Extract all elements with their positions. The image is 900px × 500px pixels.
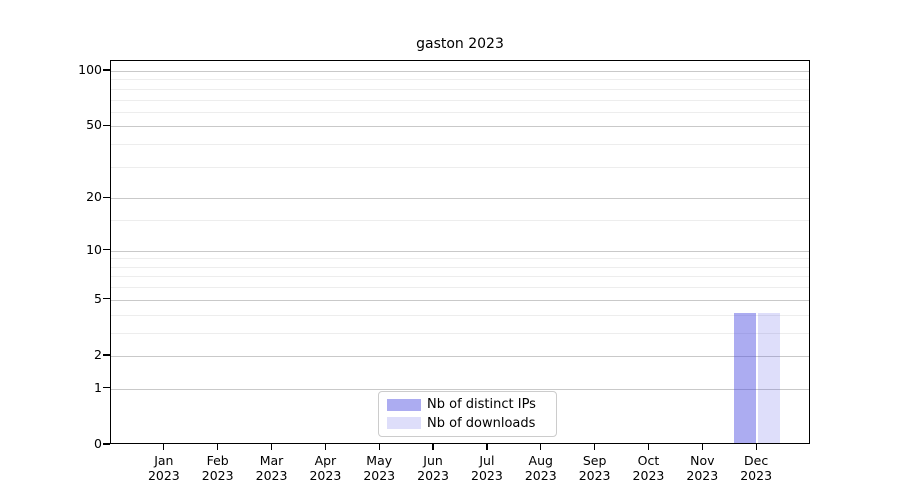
y-tick-label: 5 (94, 290, 102, 306)
x-tick-mark (217, 444, 219, 450)
gridline-minor (111, 144, 809, 146)
gridline-major (111, 355, 809, 357)
y-tick-mark (103, 69, 110, 71)
y-tick-label: 20 (86, 189, 102, 205)
x-tick-mark (163, 444, 165, 450)
x-tick-label: Jan 2023 (147, 453, 180, 483)
y-tick-mark (103, 124, 110, 127)
legend-label: Nb of downloads (427, 415, 536, 431)
x-tick-label: Oct 2023 (632, 453, 665, 483)
x-tick-label: Jul 2023 (471, 453, 503, 483)
gridline-minor (111, 88, 809, 90)
x-tick-label: Sep 2023 (578, 453, 611, 483)
gridline-major (111, 198, 809, 200)
bar-nb-of-distinct-ips (734, 312, 757, 443)
gridline-minor (111, 287, 809, 289)
legend-label: Nb of distinct IPs (427, 397, 536, 413)
gridline-minor (111, 220, 809, 222)
x-tick-label: Mar 2023 (255, 453, 288, 483)
x-tick-label: Feb 2023 (201, 453, 234, 483)
y-tick-mark (103, 387, 110, 389)
gridline-minor (111, 258, 809, 260)
gridline-minor (111, 79, 809, 81)
y-tick-label: 1 (94, 379, 102, 395)
y-tick-label: 10 (86, 241, 102, 257)
legend-entry: Nb of downloads (387, 416, 548, 431)
gridline-minor (111, 332, 809, 334)
gridline-major (111, 250, 809, 252)
y-tick-mark (103, 249, 110, 251)
x-tick-mark (432, 444, 434, 450)
y-tick-mark (103, 298, 110, 300)
gridline-minor (111, 314, 809, 316)
y-tick-label: 0 (94, 436, 102, 451)
x-tick-mark (755, 444, 757, 450)
x-tick-mark (593, 444, 596, 450)
x-tick-label: Dec 2023 (740, 453, 773, 483)
chart-title: gaston 2023 (416, 36, 504, 52)
gridline-major (111, 299, 809, 301)
x-tick-mark (270, 444, 273, 450)
gridline-minor (111, 99, 809, 101)
gridline-major (111, 71, 809, 72)
legend-entry: Nb of distinct IPs (387, 397, 548, 412)
legend-swatch (387, 398, 421, 411)
plot-area (110, 60, 810, 444)
y-tick-label: 2 (94, 346, 102, 362)
x-tick-mark (324, 444, 327, 450)
x-tick-mark (701, 444, 703, 450)
bar-nb-of-downloads (758, 312, 781, 443)
x-tick-mark (378, 444, 380, 450)
y-tick-label: 100 (78, 62, 102, 77)
y-tick-mark (103, 354, 110, 356)
legend-swatch (387, 417, 421, 430)
x-tick-label: May 2023 (363, 453, 396, 483)
y-tick-mark (103, 196, 110, 198)
legend: Nb of distinct IPs Nb of downloads (378, 391, 557, 437)
x-tick-mark (486, 444, 488, 450)
gridline-major (111, 126, 809, 128)
x-tick-label: Jun 2023 (417, 453, 449, 483)
y-tick-mark (103, 443, 110, 445)
x-tick-mark (540, 444, 542, 450)
gridline-minor (111, 266, 809, 268)
x-tick-label: Aug 2023 (524, 453, 557, 483)
x-tick-label: Nov 2023 (686, 453, 719, 483)
x-tick-label: Apr 2023 (309, 453, 342, 483)
y-tick-label: 50 (86, 117, 102, 133)
gridline-minor (111, 111, 809, 113)
gridline-minor (111, 166, 809, 168)
gridline-major (111, 388, 809, 390)
x-tick-mark (647, 444, 650, 450)
gridline-minor (111, 276, 809, 278)
